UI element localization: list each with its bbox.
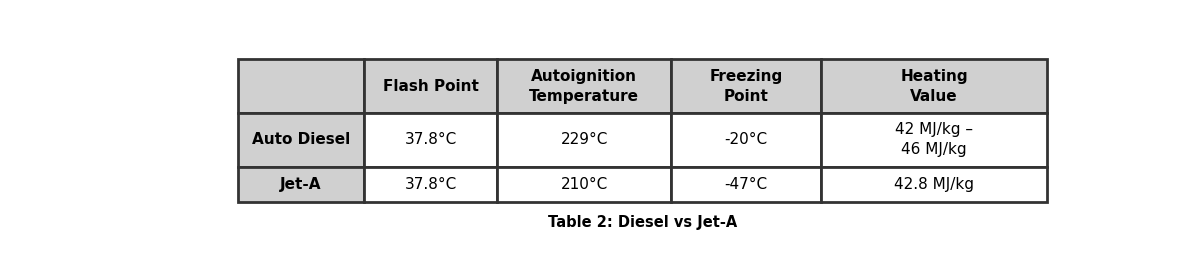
Text: Heating
Value: Heating Value [900, 69, 968, 104]
Bar [671, 167, 821, 202]
Bar [497, 167, 671, 202]
Bar [497, 59, 671, 113]
Bar [671, 113, 821, 167]
Bar [364, 167, 497, 202]
Text: 37.8°C: 37.8°C [404, 132, 457, 147]
Bar [821, 167, 1048, 202]
Text: Flash Point: Flash Point [383, 79, 479, 94]
Bar [671, 59, 821, 113]
Text: Auto Diesel: Auto Diesel [252, 132, 350, 147]
Text: 42.8 MJ/kg: 42.8 MJ/kg [894, 177, 974, 192]
Text: Freezing
Point: Freezing Point [709, 69, 782, 104]
Bar [821, 59, 1048, 113]
Text: -47°C: -47°C [725, 177, 768, 192]
Text: 42 MJ/kg –
46 MJ/kg: 42 MJ/kg – 46 MJ/kg [895, 122, 973, 157]
Text: 210°C: 210°C [560, 177, 608, 192]
Bar [821, 113, 1048, 167]
Text: Jet-A: Jet-A [281, 177, 322, 192]
Text: 229°C: 229°C [560, 132, 608, 147]
Bar [239, 113, 364, 167]
Text: -20°C: -20°C [725, 132, 768, 147]
Text: 37.8°C: 37.8°C [404, 177, 457, 192]
Bar [364, 59, 497, 113]
Bar [364, 113, 497, 167]
Bar [497, 113, 671, 167]
Bar [239, 59, 364, 113]
Bar [239, 167, 364, 202]
Text: Table 2: Diesel vs Jet-A: Table 2: Diesel vs Jet-A [548, 215, 738, 230]
Text: Autoignition
Temperature: Autoignition Temperature [529, 69, 640, 104]
